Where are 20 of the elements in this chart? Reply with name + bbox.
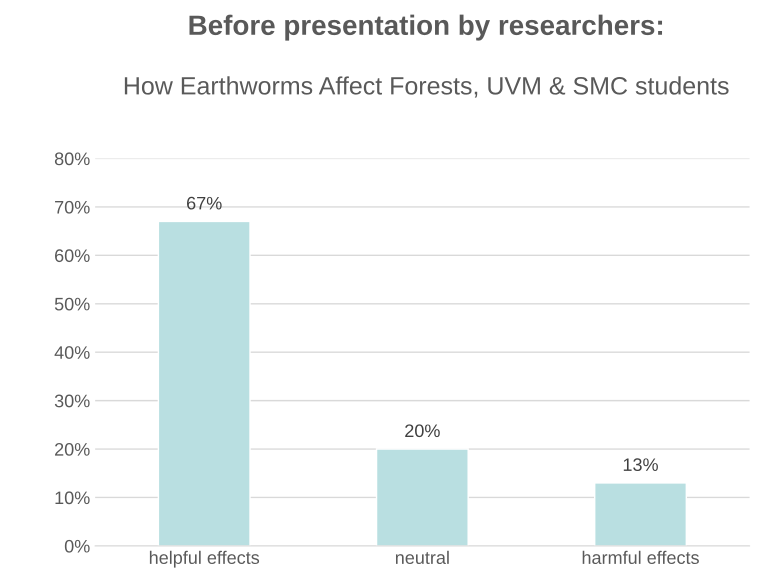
y-tick-label: 70%	[55, 200, 90, 214]
bar	[376, 448, 469, 546]
y-tick-label: 40%	[54, 346, 90, 359]
bar	[594, 482, 688, 546]
y-tick-label: 80%	[54, 152, 90, 166]
y-tick-label: 50%	[54, 298, 90, 310]
x-tick-label: neutral	[396, 550, 449, 564]
y-tick-label: 20%	[55, 442, 90, 456]
y-tick-label: 10%	[56, 491, 90, 504]
data-label: 13%	[624, 458, 658, 472]
chart-subtitle: How Earthworms Affect Forests, UVM & SMC students	[124, 76, 729, 98]
x-tick-label: harmful effects	[582, 550, 699, 564]
bar	[158, 220, 251, 546]
y-tick-label: 60%	[55, 249, 90, 262]
data-label: 67%	[187, 196, 222, 210]
x-tick-label: helpful effects	[150, 550, 260, 568]
chart-title: Before presentation by researchers:	[190, 14, 662, 41]
y-tick-label: 0%	[64, 540, 90, 553]
y-tick-label: 30%	[54, 394, 90, 408]
data-label: 20%	[405, 424, 440, 438]
